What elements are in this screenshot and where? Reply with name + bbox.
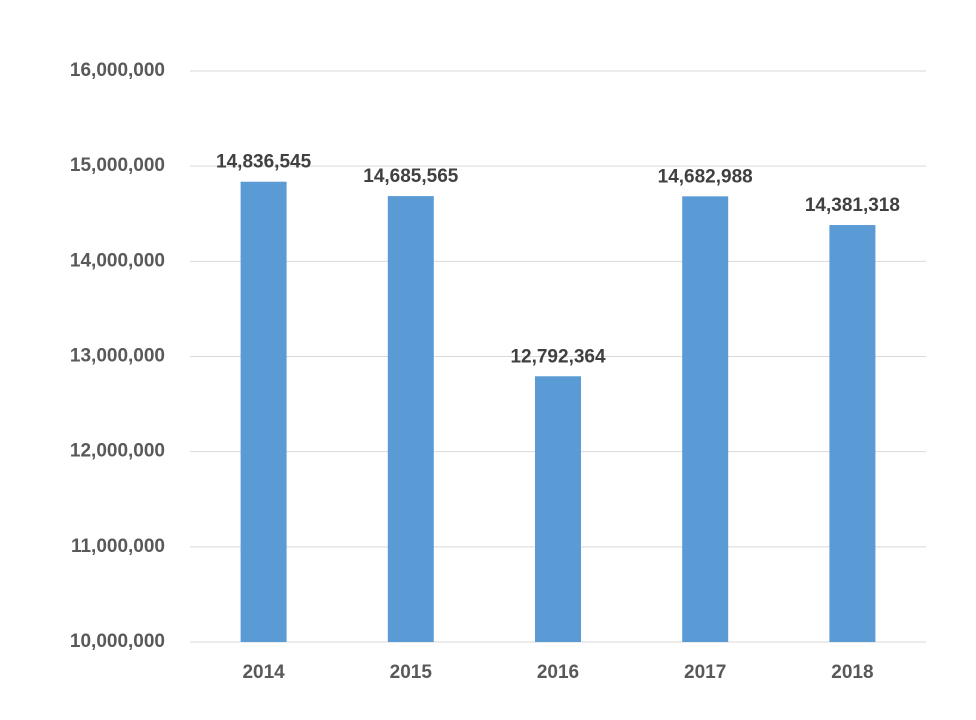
data-label-2018: 14,381,318 (805, 195, 900, 216)
bar-2017 (682, 196, 729, 643)
data-labels: 14,836,545 14,685,565 12,792,364 14,682,988… (216, 152, 900, 368)
bar-2015 (387, 196, 434, 642)
data-label-2014: 14,836,545 (216, 152, 312, 173)
x-axis-category-labels: 2014 2015 2016 2017 2018 (242, 662, 873, 683)
y-axis-tick-labels: 10,000,000 11,000,000 12,000,000 13,000,000… (70, 60, 165, 652)
x-category-label-2018: 2018 (831, 662, 873, 683)
y-tick-label: 13,000,000 (70, 346, 165, 367)
bars (240, 181, 876, 643)
y-tick-label: 14,000,000 (70, 250, 165, 271)
y-tick-label: 11,000,000 (71, 536, 165, 557)
bar-2014 (240, 181, 287, 642)
data-label-2017: 14,682,988 (658, 166, 753, 187)
y-tick-label: 16,000,000 (70, 60, 165, 81)
data-label-2015: 14,685,565 (363, 166, 459, 187)
bar-2018 (829, 225, 876, 643)
x-category-label-2014: 2014 (242, 662, 285, 683)
data-label-2016: 12,792,364 (510, 346, 606, 367)
bar-2016 (535, 376, 581, 642)
x-category-label-2017: 2017 (684, 662, 726, 683)
y-tick-label: 10,000,000 (70, 631, 165, 652)
y-tick-label: 15,000,000 (70, 155, 165, 176)
x-category-label-2016: 2016 (537, 662, 579, 683)
x-category-label-2015: 2015 (390, 662, 433, 683)
y-tick-label: 12,000,000 (70, 441, 165, 462)
